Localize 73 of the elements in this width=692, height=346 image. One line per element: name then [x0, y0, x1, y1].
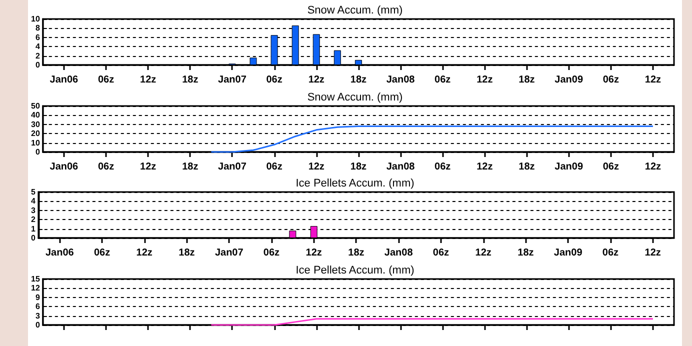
x-tick-label: 12z [140, 161, 156, 172]
y-tick-label: 2 [35, 51, 40, 60]
x-tick-label: 18z [518, 74, 535, 86]
chart-title: Snow Accum. (mm) [307, 4, 403, 16]
x-tick-label: 12z [308, 161, 324, 172]
x-tick-label: Jan07 [218, 161, 247, 172]
y-tick-label: 0 [35, 320, 40, 329]
chart-title: Ice Pellets Accum. (mm) [296, 178, 414, 190]
x-tick-label: 06z [432, 248, 450, 258]
y-tick-label: 4 [35, 42, 40, 52]
x-tick-label: 12z [644, 74, 662, 86]
y-tick-label: 12 [30, 283, 40, 292]
x-tick-label: 18z [182, 161, 198, 172]
x-tick-label: 12z [136, 248, 152, 258]
x-tick-label: 06z [263, 248, 280, 258]
x-tick-label: Jan06 [45, 248, 74, 258]
y-tick-label: 20 [30, 128, 40, 138]
x-tick-label: 06z [602, 161, 619, 172]
x-tick-label: Jan07 [218, 74, 247, 86]
y-tick-label: 10 [30, 14, 40, 24]
x-tick-label: Jan06 [50, 74, 79, 86]
x-tick-label: 18z [178, 248, 195, 258]
chart-title: Snow Accum. (mm) [307, 91, 403, 103]
y-tick-label: 50 [30, 101, 40, 110]
x-tick-label: 12z [476, 74, 493, 86]
y-tick-label: 5 [30, 188, 36, 196]
x-tick-label: 18z [182, 74, 198, 86]
x-tick-label: Jan09 [554, 161, 584, 172]
x-tick-label: 12z [475, 248, 492, 258]
x-tick-label: 12z [476, 161, 493, 172]
y-tick-label: 2 [30, 215, 36, 224]
x-tick-label: 06z [434, 74, 451, 86]
x-tick-label: 12z [308, 74, 324, 86]
y-tick-label: 1 [30, 224, 36, 234]
y-tick-label: 0 [35, 147, 40, 156]
x-tick-label: 12z [140, 74, 156, 86]
y-tick-label: 8 [35, 24, 40, 33]
y-tick-label: 10 [30, 138, 40, 147]
x-tick-label: Jan06 [50, 161, 79, 172]
x-tick-label: 06z [266, 161, 282, 172]
x-tick-label: 06z [266, 74, 282, 86]
y-tick-label: 15 [30, 274, 40, 283]
x-tick-label: 18z [518, 161, 535, 172]
y-tick-label: 6 [35, 32, 40, 42]
x-tick-label: 12z [306, 248, 322, 258]
y-tick-label: 0 [30, 234, 36, 242]
x-tick-label: Jan08 [386, 161, 416, 172]
x-tick-label: 06z [602, 248, 619, 258]
y-tick-label: 6 [35, 302, 40, 311]
x-tick-label: Jan08 [384, 248, 414, 258]
x-tick-label: 06z [98, 161, 114, 172]
x-tick-label: Jan09 [554, 74, 584, 86]
y-tick-label: 30 [30, 119, 40, 128]
x-tick-label: 18z [348, 248, 364, 258]
x-tick-label: 18z [518, 248, 534, 258]
y-tick-label: 0 [35, 60, 40, 70]
y-tick-label: 9 [35, 292, 40, 302]
x-tick-label: Jan08 [386, 74, 416, 86]
x-tick-label: 06z [602, 74, 619, 86]
x-tick-label: Jan09 [554, 248, 583, 258]
y-tick-label: 3 [30, 206, 36, 215]
chart-title: Ice Pellets Accum. (mm) [296, 264, 414, 276]
y-tick-label: 3 [35, 310, 40, 320]
x-tick-label: 06z [434, 161, 451, 172]
x-tick-label: 12z [644, 161, 662, 172]
x-tick-label: 06z [94, 248, 110, 258]
x-tick-label: 18z [350, 74, 367, 86]
x-tick-label: 18z [350, 161, 367, 172]
y-tick-label: 40 [30, 110, 40, 120]
x-tick-label: Jan07 [214, 248, 244, 258]
x-tick-label: 06z [98, 74, 114, 86]
x-tick-label: 12z [644, 248, 661, 258]
y-tick-label: 4 [30, 196, 36, 206]
